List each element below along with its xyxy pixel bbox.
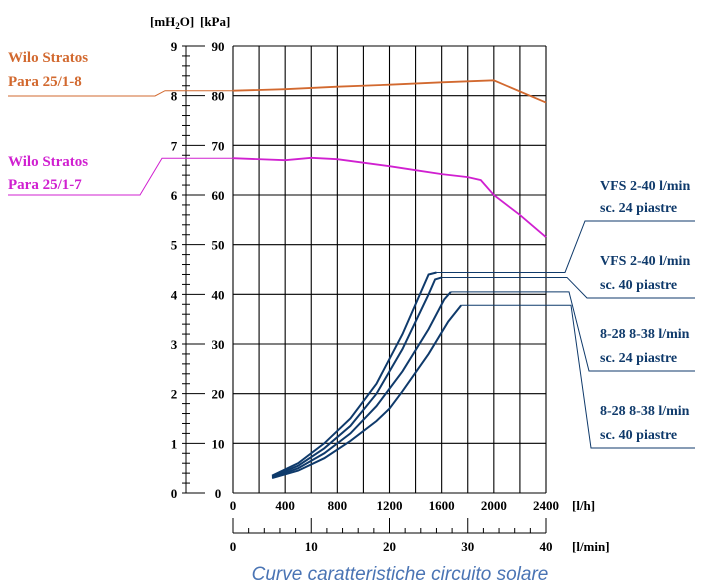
pump8-label-line2: Para 25/1-8 xyxy=(8,74,82,90)
y-tick-label-kpa: 50 xyxy=(212,238,225,253)
x-tick-label-lh: 0 xyxy=(230,498,237,513)
x-tick-label-lh: 1600 xyxy=(429,498,455,513)
pump7-label-line1: Wilo Stratos xyxy=(8,154,88,170)
system1-label-line1: VFS 2-40 l/min xyxy=(600,179,690,194)
x-unit-label-lmin: [l/min] xyxy=(572,539,610,554)
system-curve-1 xyxy=(271,271,437,477)
y-tick-label-kpa: 30 xyxy=(212,337,225,352)
x-tick-label-lh: 400 xyxy=(275,498,295,513)
x-tick-label-lh: 2000 xyxy=(481,498,507,513)
x-tick-label-lh: 800 xyxy=(328,498,348,513)
y-tick-label-kpa: 90 xyxy=(212,39,225,54)
chart-caption: Curve caratteristiche circuito solare xyxy=(252,564,549,585)
system-curve-4 xyxy=(271,304,462,480)
x-tick-label-lmin: 20 xyxy=(383,539,396,554)
x-unit-label-lh: [l/h] xyxy=(572,498,595,513)
pump-curve-2 xyxy=(232,156,547,238)
system4-label-line2: sc. 40 piastre xyxy=(600,428,677,443)
system-curve-3 xyxy=(271,291,452,479)
x-tick-label-lmin: 0 xyxy=(230,539,237,554)
pump8-label-leader xyxy=(8,90,233,97)
label-leader-lines xyxy=(8,90,695,449)
y-tick-label-mh2o: 1 xyxy=(171,436,178,451)
y-tick-label-kpa: 10 xyxy=(212,436,225,451)
system2-label-line1: VFS 2-40 l/min xyxy=(600,254,690,269)
y-tick-label-mh2o: 7 xyxy=(171,138,178,153)
x-tick-label-lmin: 30 xyxy=(461,539,474,554)
y-tick-label-kpa: 70 xyxy=(212,138,225,153)
x-tick-label-lh: 2400 xyxy=(533,498,559,513)
y-tick-label-mh2o: 5 xyxy=(171,238,178,253)
system1-label-leader xyxy=(436,220,695,273)
y-unit-label-kpa: [kPa] xyxy=(200,14,230,29)
y-tick-label-mh2o: 8 xyxy=(171,89,178,104)
y-tick-label-mh2o: 3 xyxy=(171,337,178,352)
system4-label-leader xyxy=(461,304,695,449)
pump8-label-line1: Wilo Stratos xyxy=(8,50,88,66)
x-tick-label-lmin: 40 xyxy=(540,539,553,554)
pump-curve-1 xyxy=(232,79,547,104)
y-tick-label-mh2o: 0 xyxy=(171,486,178,501)
chart-series xyxy=(232,79,547,480)
pump7-label-leader xyxy=(8,157,233,196)
system3-label-line1: 8-28 8-38 l/min xyxy=(600,327,690,342)
y-tick-label-mh2o: 2 xyxy=(171,387,178,402)
system3-label-leader xyxy=(450,291,695,372)
system3-label-line2: sc. 24 piastre xyxy=(600,351,677,366)
y-tick-label-kpa: 80 xyxy=(212,89,225,104)
system-curve-2 xyxy=(271,276,442,478)
y-tick-label-mh2o: 9 xyxy=(171,39,178,54)
system2-label-leader xyxy=(441,276,695,299)
x-tick-label-lmin: 10 xyxy=(305,539,318,554)
system2-label-line2: sc. 40 piastre xyxy=(600,278,677,293)
y-unit-label-mh2o: [mH2O] xyxy=(150,14,194,31)
y-tick-label-kpa: 0 xyxy=(215,486,222,501)
y-tick-label-kpa: 60 xyxy=(212,188,225,203)
chart-grid xyxy=(232,45,547,494)
pump7-label-line2: Para 25/1-7 xyxy=(8,177,82,193)
system1-label-line2: sc. 24 piastre xyxy=(600,201,677,216)
x-tick-label-lh: 1200 xyxy=(377,498,403,513)
y-tick-label-mh2o: 6 xyxy=(171,188,178,203)
y-tick-label-mh2o: 4 xyxy=(171,287,178,302)
system4-label-line1: 8-28 8-38 l/min xyxy=(600,404,690,419)
y-tick-label-kpa: 40 xyxy=(212,287,225,302)
y-tick-label-kpa: 20 xyxy=(212,387,225,402)
